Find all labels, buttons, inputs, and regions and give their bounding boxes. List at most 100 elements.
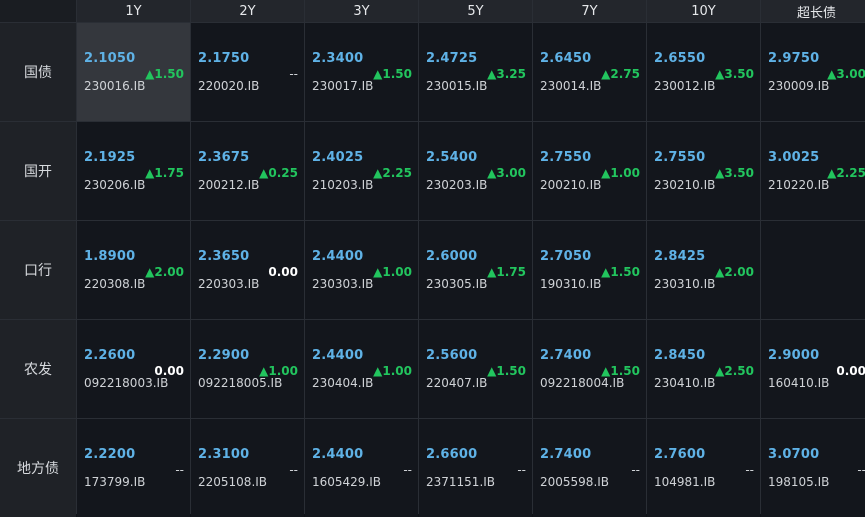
- yield-value: 2.2200: [84, 447, 136, 462]
- bond-code: 092218003.IB: [84, 376, 169, 390]
- bond-code: 230012.IB: [654, 79, 716, 93]
- quote-cell[interactable]: 2.5400 ▲3.00 230203.IB: [419, 122, 532, 220]
- quote-cell[interactable]: 2.7600 -- 104981.IB: [647, 419, 760, 517]
- quote-cell[interactable]: 2.4725 ▲3.25 230015.IB: [419, 23, 532, 121]
- quote-cell[interactable]: 2.6600 -- 2371151.IB: [419, 419, 532, 517]
- quote-cell[interactable]: 2.4400 ▲1.00 230303.IB: [305, 221, 418, 319]
- bond-code: 220407.IB: [426, 376, 488, 390]
- change-value: ▲2.00: [145, 265, 184, 279]
- quote-cell[interactable]: 2.8425 ▲2.00 230310.IB: [647, 221, 760, 319]
- yield-value: 2.4400: [312, 447, 364, 462]
- yield-value: 2.3675: [198, 150, 250, 165]
- bond-code: 230017.IB: [312, 79, 374, 93]
- quote-cell[interactable]: 1.8900 ▲2.00 220308.IB: [77, 221, 190, 319]
- change-value: --: [745, 463, 754, 477]
- quote-cell[interactable]: 2.6550 ▲3.50 230012.IB: [647, 23, 760, 121]
- bond-code: 200210.IB: [540, 178, 602, 192]
- quote-cell[interactable]: 3.0700 -- 198105.IB: [761, 419, 865, 517]
- bond-code: 198105.IB: [768, 475, 830, 489]
- quote-cell[interactable]: 2.2600 0.00 092218003.IB: [77, 320, 190, 418]
- quote-cell[interactable]: 2.9750 ▲3.00 230009.IB: [761, 23, 865, 121]
- quote-cell[interactable]: 2.7550 ▲3.50 230210.IB: [647, 122, 760, 220]
- change-value: ▲2.25: [373, 166, 412, 180]
- quote-cell[interactable]: 2.1925 ▲1.75 230206.IB: [77, 122, 190, 220]
- yield-value: 2.4725: [426, 51, 478, 66]
- change-value: ▲1.00: [259, 364, 298, 378]
- yield-value: 2.6450: [540, 51, 592, 66]
- column-header-1Y[interactable]: 1Y: [77, 0, 190, 22]
- quote-cell[interactable]: 2.1750 -- 220020.IB: [191, 23, 304, 121]
- yield-value: 2.5400: [426, 150, 478, 165]
- change-value: ▲3.50: [715, 166, 754, 180]
- quote-cell[interactable]: 2.2200 -- 173799.IB: [77, 419, 190, 517]
- quote-cell[interactable]: 2.3650 0.00 220303.IB: [191, 221, 304, 319]
- quote-cell[interactable]: 2.7400 -- 2005598.IB: [533, 419, 646, 517]
- bond-code: 230303.IB: [312, 277, 374, 291]
- bond-code: 190310.IB: [540, 277, 602, 291]
- change-value: ▲1.50: [373, 67, 412, 81]
- column-header-10Y[interactable]: 10Y: [647, 0, 760, 22]
- column-header-3Y[interactable]: 3Y: [305, 0, 418, 22]
- bond-code: 230210.IB: [654, 178, 716, 192]
- quote-cell[interactable]: 2.6000 ▲1.75 230305.IB: [419, 221, 532, 319]
- change-value: --: [857, 463, 865, 477]
- quote-cell[interactable]: 2.7400 ▲1.50 092218004.IB: [533, 320, 646, 418]
- quote-cell[interactable]: 2.4025 ▲2.25 210203.IB: [305, 122, 418, 220]
- bond-code: 160410.IB: [768, 376, 830, 390]
- change-value: ▲1.00: [601, 166, 640, 180]
- bond-code: 220303.IB: [198, 277, 260, 291]
- quote-cell[interactable]: 2.2900 ▲1.00 092218005.IB: [191, 320, 304, 418]
- quote-cell[interactable]: 3.0025 ▲2.25 210220.IB: [761, 122, 865, 220]
- quote-cell[interactable]: 2.9000 0.00 160410.IB: [761, 320, 865, 418]
- yield-value: 2.9750: [768, 51, 820, 66]
- bond-code: 230009.IB: [768, 79, 830, 93]
- yield-value: 2.1750: [198, 51, 250, 66]
- bond-code: 230305.IB: [426, 277, 488, 291]
- change-value: --: [175, 463, 184, 477]
- bond-code: 1605429.IB: [312, 475, 382, 489]
- quote-cell[interactable]: 2.3100 -- 2205108.IB: [191, 419, 304, 517]
- bond-code: 2205108.IB: [198, 475, 268, 489]
- column-header-超长债[interactable]: 超长债: [761, 0, 865, 22]
- yield-value: 2.1925: [84, 150, 136, 165]
- quote-cell[interactable]: 2.5600 ▲1.50 220407.IB: [419, 320, 532, 418]
- quote-cell[interactable]: 2.8450 ▲2.50 230410.IB: [647, 320, 760, 418]
- column-header-5Y[interactable]: 5Y: [419, 0, 532, 22]
- row-header: 国开: [0, 122, 76, 220]
- yield-value: 2.3400: [312, 51, 364, 66]
- quote-cell[interactable]: 2.4400 -- 1605429.IB: [305, 419, 418, 517]
- yield-value: 2.7600: [654, 447, 706, 462]
- yield-value: 2.1050: [84, 51, 136, 66]
- quote-cell[interactable]: [761, 221, 865, 319]
- yield-value: 2.7050: [540, 249, 592, 264]
- quote-cell[interactable]: 2.3675 ▲0.25 200212.IB: [191, 122, 304, 220]
- change-value: --: [289, 67, 298, 81]
- column-header-7Y[interactable]: 7Y: [533, 0, 646, 22]
- quote-cell[interactable]: 2.4400 ▲1.00 230404.IB: [305, 320, 418, 418]
- yield-value: 2.2600: [84, 348, 136, 363]
- change-value: 0.00: [268, 265, 298, 279]
- yield-value: 2.6000: [426, 249, 478, 264]
- quote-cell[interactable]: 2.7050 ▲1.50 190310.IB: [533, 221, 646, 319]
- yield-value: 2.8425: [654, 249, 706, 264]
- row-header: 口行: [0, 221, 76, 319]
- bond-code: 230203.IB: [426, 178, 488, 192]
- change-value: 0.00: [836, 364, 865, 378]
- change-value: ▲3.00: [487, 166, 526, 180]
- quote-cell[interactable]: 2.6450 ▲2.75 230014.IB: [533, 23, 646, 121]
- header-corner: [0, 0, 76, 22]
- quote-cell[interactable]: 2.1050 ▲1.50 230016.IB: [77, 23, 190, 121]
- bond-code: 230410.IB: [654, 376, 716, 390]
- change-value: --: [517, 463, 526, 477]
- quote-cell[interactable]: 2.3400 ▲1.50 230017.IB: [305, 23, 418, 121]
- bond-code: 220308.IB: [84, 277, 146, 291]
- column-header-2Y[interactable]: 2Y: [191, 0, 304, 22]
- change-value: ▲2.00: [715, 265, 754, 279]
- bond-code: 230404.IB: [312, 376, 374, 390]
- bond-code: 092218004.IB: [540, 376, 625, 390]
- quote-cell[interactable]: 2.7550 ▲1.00 200210.IB: [533, 122, 646, 220]
- change-value: 0.00: [154, 364, 184, 378]
- yield-value: 2.3650: [198, 249, 250, 264]
- yield-value: 2.8450: [654, 348, 706, 363]
